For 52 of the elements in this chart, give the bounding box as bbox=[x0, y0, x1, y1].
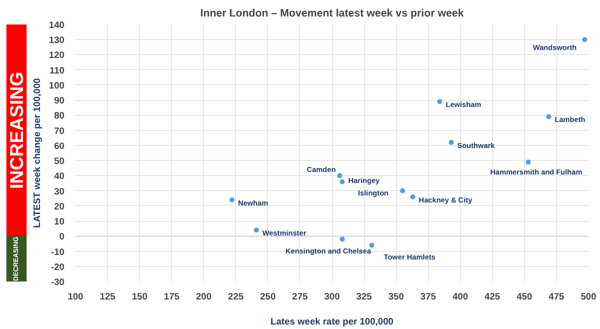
y-tick-label: 50 bbox=[54, 156, 65, 166]
x-tick-label: 325 bbox=[356, 292, 372, 302]
x-tick-label: 300 bbox=[324, 292, 340, 302]
point bbox=[582, 37, 588, 42]
y-tick-label: 90 bbox=[54, 96, 65, 106]
x-tick-label: 100 bbox=[68, 292, 84, 302]
y-tick-label: 30 bbox=[54, 186, 65, 196]
point bbox=[340, 179, 345, 184]
y-tick-label: 140 bbox=[48, 20, 65, 30]
y-tick-label: -30 bbox=[51, 277, 64, 287]
x-tick-label: 150 bbox=[132, 292, 148, 302]
y-tick-label: 100 bbox=[48, 80, 65, 90]
chart-title: Inner London – Movement latest week vs prior week bbox=[200, 8, 464, 20]
y-tick-label: 20 bbox=[54, 201, 65, 212]
y-tick-label: 110 bbox=[49, 65, 65, 76]
y-tick-label: 40 bbox=[54, 171, 65, 182]
y-tick-label: 120 bbox=[48, 50, 65, 60]
y-tick-label: -20 bbox=[51, 262, 64, 272]
point bbox=[410, 194, 416, 200]
x-axis-title: Lates week rate per 100,000 bbox=[270, 316, 394, 326]
x-tick-label: 500 bbox=[580, 292, 596, 302]
y-tick-label: 0 bbox=[59, 232, 65, 242]
y-tick-label: 130 bbox=[48, 35, 65, 46]
point bbox=[437, 99, 442, 104]
y-axis-title: LATEST week change per 100,000 bbox=[32, 78, 42, 228]
x-tick-label: 475 bbox=[548, 292, 564, 302]
y-tick-label: 80 bbox=[54, 110, 65, 121]
point bbox=[254, 228, 259, 233]
text: INCREASING bbox=[6, 72, 27, 189]
y-tick-label: 10 bbox=[54, 216, 65, 227]
x-tick-label: 400 bbox=[452, 292, 468, 302]
x-tick-label: 250 bbox=[260, 292, 276, 302]
x-tick-label: 225 bbox=[228, 292, 244, 302]
x-tick-label: 200 bbox=[196, 292, 212, 302]
y-tick-label: -10 bbox=[51, 246, 64, 257]
point bbox=[546, 114, 552, 120]
x-tick-label: 125 bbox=[100, 292, 116, 302]
point bbox=[369, 242, 374, 248]
point bbox=[337, 173, 342, 178]
point bbox=[229, 197, 234, 202]
x-tick-label: 175 bbox=[164, 292, 180, 302]
y-tick-label: 60 bbox=[54, 140, 65, 151]
x-tick-label: 375 bbox=[420, 292, 436, 302]
point bbox=[340, 236, 345, 242]
y-tick-label: 70 bbox=[54, 126, 65, 136]
x-tick-label: 425 bbox=[484, 292, 500, 302]
x-tick-label: 450 bbox=[516, 292, 532, 302]
point bbox=[400, 188, 406, 194]
point bbox=[526, 160, 531, 165]
x-tick-label: 350 bbox=[388, 292, 404, 302]
x-tick-label: 275 bbox=[292, 292, 308, 302]
point bbox=[448, 140, 454, 145]
